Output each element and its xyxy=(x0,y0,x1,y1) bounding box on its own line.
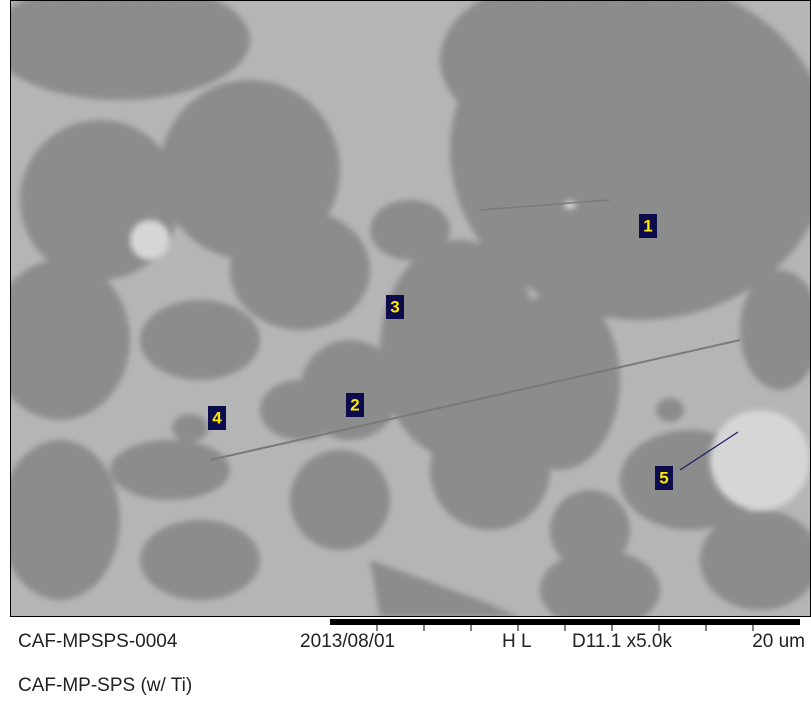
mode: H L xyxy=(502,631,532,652)
marker-label: 5 xyxy=(659,468,668,487)
marker: 2 xyxy=(346,393,364,417)
marker: 5 xyxy=(655,466,673,490)
micrograph: 1 2 3 4 5 xyxy=(10,0,811,617)
marker: 3 xyxy=(386,295,404,319)
marker-label: 2 xyxy=(350,395,359,414)
marker-label: 4 xyxy=(212,408,222,427)
settings: D11.1 x5.0k xyxy=(572,631,672,652)
marker-label: 1 xyxy=(643,216,652,235)
scale-bar xyxy=(330,619,800,631)
sample-id: CAF-MPSPS-0004 xyxy=(18,631,178,652)
marker: 4 xyxy=(208,406,226,430)
description: CAF-MP-SPS (w/ Ti) xyxy=(18,675,192,696)
date: 2013/08/01 xyxy=(300,631,395,652)
marker: 1 xyxy=(639,214,657,238)
marker-label: 3 xyxy=(390,297,399,316)
scale-label: 20 um xyxy=(752,631,805,652)
